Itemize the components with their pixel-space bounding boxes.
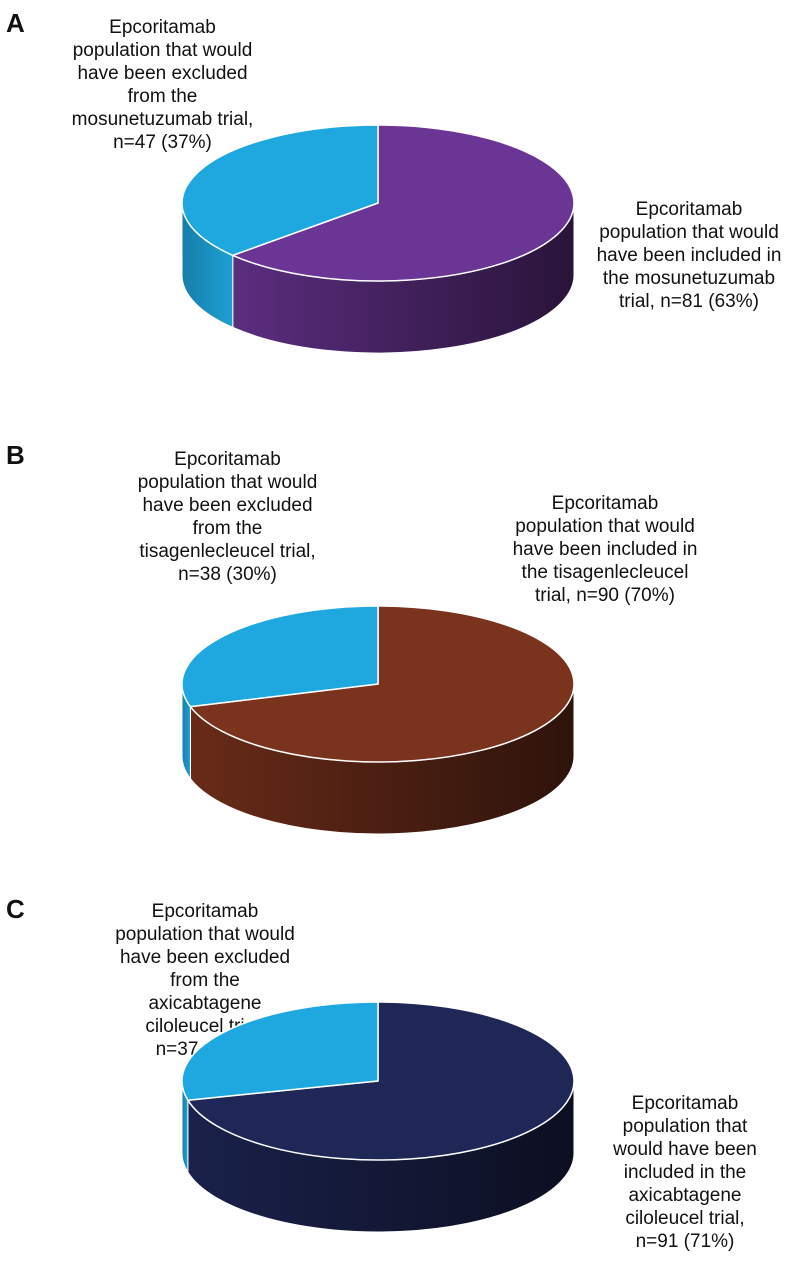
pie-slice-excluded: [181, 605, 379, 708]
label-a-excluded: Epcoritamab population that would have b…: [71, 17, 254, 153]
panel-letter-b: B: [6, 440, 25, 470]
pie-slice-excluded: [181, 124, 379, 257]
label-b-excluded: Epcoritamab population that would have b…: [137, 449, 318, 585]
label-c-excluded: Epcoritamab population that would have b…: [115, 901, 295, 1060]
pie-slice-included: [189, 605, 575, 763]
pie-slice-included: [232, 124, 575, 282]
pie-chart-b: [181, 605, 575, 835]
panel-letter-a: A: [6, 8, 25, 38]
label-a-included: Epcoritamab population that would have b…: [596, 199, 782, 312]
pie-chart-a: [181, 124, 575, 354]
panel-c: C Epcoritamab population that would have…: [0, 860, 800, 1281]
panel-letter-c: C: [6, 894, 25, 924]
panel-a: A Epcoritamab population that would have…: [0, 0, 800, 420]
label-c-included: Epcoritamab population that would have b…: [613, 1093, 757, 1252]
pie-slice-excluded: [181, 1001, 379, 1101]
pie-chart-c: [181, 1001, 575, 1233]
panel-b: B Epcoritamab population that would have…: [0, 420, 800, 860]
pie-slice-included: [187, 1001, 575, 1161]
label-b-included: Epcoritamab population that would have b…: [512, 493, 698, 606]
